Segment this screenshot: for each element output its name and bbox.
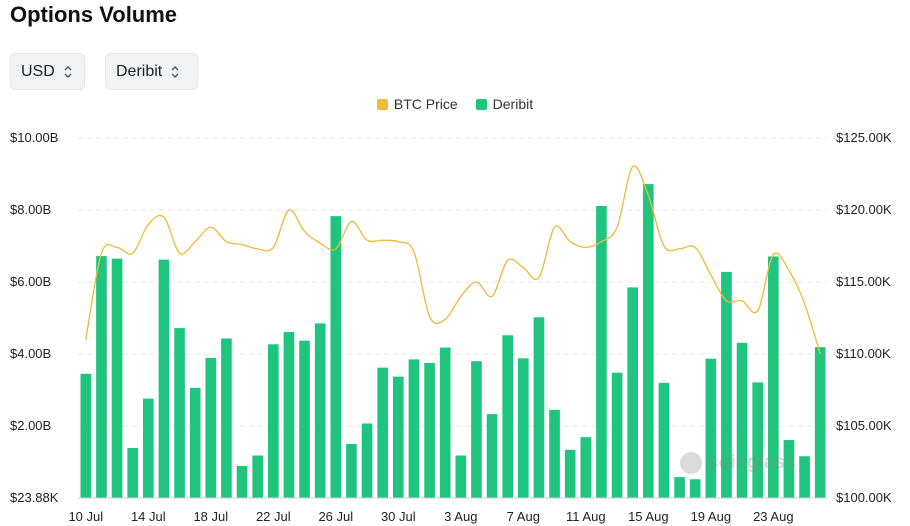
chevron-up-down-icon	[170, 64, 180, 80]
x-tick-label: 18 Jul	[193, 509, 228, 524]
legend-label-deribit: Deribit	[492, 96, 534, 112]
y-left-tick-label: $8.00B	[10, 202, 51, 217]
x-tick-label: 3 Aug	[444, 509, 477, 524]
x-tick-label: 14 Jul	[131, 509, 166, 524]
x-tick-label: 10 Jul	[68, 509, 103, 524]
deribit-bar	[236, 465, 248, 498]
y-right-tick-label: $115.00K	[836, 274, 891, 289]
x-tick-label: 22 Jul	[256, 509, 291, 524]
legend-item-deribit[interactable]: Deribit	[475, 96, 534, 112]
deribit-bar	[533, 317, 545, 498]
deribit-bar	[127, 447, 138, 498]
deribit-bar	[658, 382, 670, 498]
chart-legend: BTC Price Deribit	[0, 96, 910, 112]
deribit-bar	[408, 359, 420, 498]
deribit-bar	[174, 328, 185, 498]
deribit-bar	[596, 206, 607, 499]
page-title: Options Volume	[10, 2, 178, 27]
deribit-bar	[455, 455, 467, 498]
deribit-bar	[283, 332, 295, 498]
deribit-bar	[486, 414, 498, 498]
y-left-tick-label: $4.00B	[10, 346, 51, 361]
deribit-bar	[205, 357, 217, 498]
deribit-bar	[721, 271, 732, 498]
deribit-bar	[643, 184, 654, 498]
y-left-tick-label: $23.88K	[10, 490, 59, 505]
x-tick-label: 23 Aug	[753, 509, 794, 524]
legend-item-btc-price[interactable]: BTC Price	[376, 96, 458, 112]
y-right-tick-label: $120.00K	[836, 202, 892, 217]
deribit-bar	[361, 423, 373, 498]
deribit-bar	[96, 256, 107, 498]
coinglass-logo-icon	[680, 452, 702, 474]
deribit-bar	[158, 259, 170, 498]
deribit-bar	[314, 323, 326, 498]
deribit-bar	[393, 376, 404, 498]
deribit-bar	[439, 347, 451, 498]
x-tick-label: 15 Aug	[628, 509, 669, 524]
deribit-bar	[752, 382, 763, 498]
x-tick-label: 30 Jul	[381, 509, 416, 524]
deribit-bar	[502, 335, 513, 498]
deribit-bar	[736, 342, 748, 498]
deribit-bar	[518, 358, 529, 498]
deribit-bar	[252, 455, 263, 498]
deribit-bar	[268, 344, 279, 498]
x-tick-label: 19 Aug	[691, 509, 732, 524]
deribit-bar	[689, 479, 701, 498]
deribit-bar	[611, 372, 623, 498]
legend-label-btc-price: BTC Price	[393, 96, 458, 112]
btc-price-line	[85, 165, 821, 355]
watermark-text: coinglass	[708, 452, 796, 473]
x-tick-label: 7 Aug	[507, 509, 540, 524]
y-right-tick-label: $105.00K	[836, 418, 892, 433]
deribit-bar	[80, 373, 92, 498]
deribit-bar	[799, 456, 810, 498]
deribit-bar	[424, 363, 435, 498]
deribit-bar	[377, 367, 388, 498]
y-left-tick-label: $6.00B	[10, 274, 51, 289]
deribit-bar	[783, 440, 795, 498]
deribit-bar	[471, 361, 482, 498]
deribit-bar	[627, 287, 638, 498]
coinglass-watermark: coinglass	[680, 452, 796, 474]
exchange-select[interactable]: Deribit	[105, 53, 198, 90]
deribit-bar	[564, 449, 576, 498]
deribit-bar	[768, 256, 779, 498]
y-right-tick-label: $110.00K	[836, 346, 891, 361]
deribit-bar	[299, 340, 310, 498]
y-right-tick-label: $125.00K	[836, 130, 892, 145]
currency-select[interactable]: USD	[10, 53, 85, 90]
y-right-tick-label: $100.00K	[836, 490, 892, 505]
chevron-up-down-icon	[63, 64, 73, 80]
deribit-bar	[705, 358, 717, 498]
deribit-bar	[549, 409, 560, 498]
currency-select-value: USD	[21, 62, 55, 80]
deribit-bar	[143, 398, 154, 498]
deribit-bar	[580, 437, 592, 498]
legend-swatch-deribit	[475, 98, 487, 110]
deribit-bar	[221, 338, 232, 498]
legend-swatch-btc-price	[376, 98, 388, 110]
deribit-bar	[814, 347, 826, 498]
deribit-bar	[111, 258, 123, 498]
deribit-bar	[674, 477, 685, 498]
deribit-bar	[189, 387, 201, 498]
deribit-bar	[330, 216, 342, 498]
exchange-select-value: Deribit	[116, 62, 163, 80]
y-left-tick-label: $2.00B	[10, 418, 51, 433]
y-left-tick-label: $10.00B	[10, 130, 58, 145]
x-tick-label: 11 Aug	[566, 509, 606, 524]
x-tick-label: 26 Jul	[318, 509, 353, 524]
deribit-bar	[346, 444, 357, 498]
